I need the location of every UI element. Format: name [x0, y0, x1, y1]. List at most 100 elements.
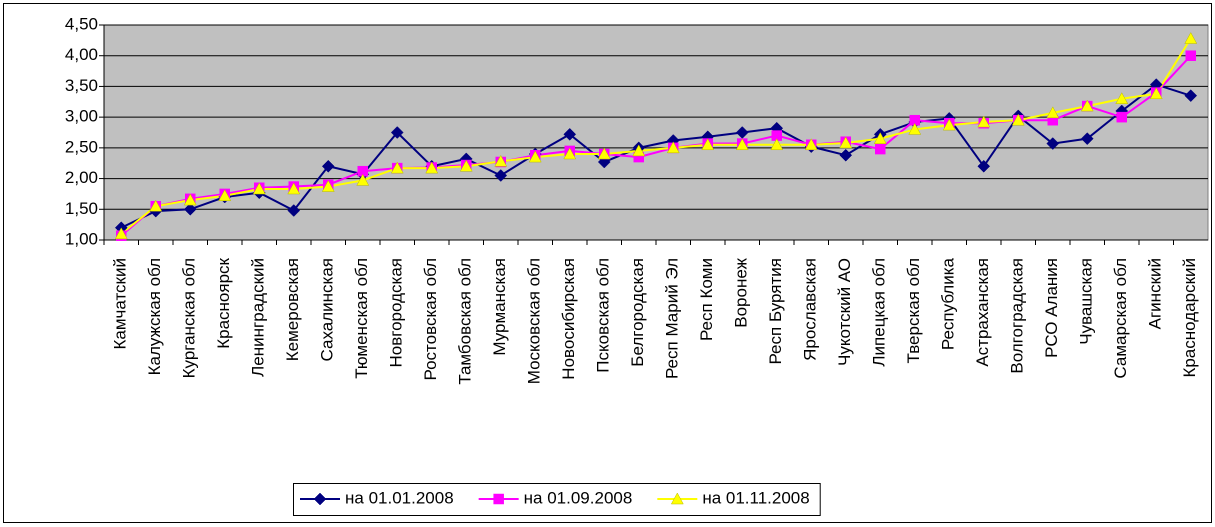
- x-tick-label: Камчатский: [111, 258, 130, 350]
- legend: на 01.01.2008 на 01.09.2008 на 01.11.2008: [293, 483, 821, 516]
- x-tick-label: Белгородская: [628, 258, 647, 367]
- x-tick-label: Республика: [939, 257, 958, 350]
- legend-label: на 01.11.2008: [702, 488, 809, 507]
- marker: [632, 144, 646, 157]
- marker: [252, 182, 266, 195]
- x-tick-label: Тамбовская обл: [456, 258, 475, 385]
- marker: [528, 150, 542, 163]
- x-tick-label: Мурманская: [490, 258, 509, 356]
- marker: [563, 147, 577, 160]
- x-tick-label: Воронеж: [732, 257, 751, 327]
- x-tick-label: Ярославская: [801, 258, 820, 361]
- x-tick-label: Кемеровская: [283, 258, 302, 361]
- marker: [493, 493, 504, 505]
- y-tick-label: 2,50: [65, 137, 98, 156]
- marker: [1184, 89, 1198, 102]
- marker: [770, 138, 784, 151]
- marker: [670, 492, 684, 505]
- marker: [1080, 99, 1094, 112]
- x-tick-label: Псковская обл: [594, 258, 613, 373]
- x-tick-label: Респ Бурятия: [766, 258, 785, 365]
- marker: [425, 161, 439, 174]
- marker: [1185, 50, 1196, 61]
- marker: [563, 127, 577, 141]
- y-tick-label: 2,00: [65, 168, 98, 187]
- marker: [149, 199, 163, 212]
- x-tick-label: Красноярск: [214, 257, 233, 348]
- marker: [390, 126, 404, 139]
- x-tick-label: Респ Марий Эл: [663, 258, 682, 379]
- legend-box: [293, 483, 821, 516]
- x-tick-label: Волгоградская: [1008, 258, 1027, 374]
- y-tick-label: 3,50: [65, 76, 98, 95]
- legend-entry: на 01.11.2008: [657, 488, 810, 507]
- marker: [839, 136, 853, 149]
- marker: [735, 138, 749, 151]
- marker: [1046, 137, 1060, 150]
- y-tick-label: 3,00: [65, 107, 98, 126]
- x-tick-label: Ленинградский: [249, 258, 268, 377]
- marker: [666, 141, 680, 154]
- x-tick-label: Новгородская: [387, 258, 406, 367]
- marker: [977, 115, 991, 128]
- x-tick-label: Тюменская обл: [352, 258, 371, 379]
- x-tick-label: Московская обл: [525, 258, 544, 384]
- marker: [183, 202, 197, 216]
- x-tick-label: Курганская обл: [180, 258, 199, 378]
- x-tick-label: Тверская обл: [904, 258, 923, 363]
- y-tick-label: 1,00: [65, 229, 98, 248]
- legend-label: на 01.01.2008: [345, 488, 454, 507]
- marker: [597, 147, 611, 160]
- marker: [494, 154, 508, 167]
- marker: [287, 204, 301, 217]
- marker: [875, 143, 886, 155]
- marker: [390, 161, 404, 174]
- marker: [494, 169, 508, 182]
- marker: [313, 492, 327, 506]
- marker: [701, 138, 715, 151]
- marker: [321, 159, 335, 173]
- x-tick-label: Респ Коми: [697, 258, 716, 341]
- marker: [1184, 31, 1198, 44]
- x-tick-label: Краснодарский: [1180, 258, 1199, 378]
- marker: [183, 193, 197, 206]
- marker: [356, 173, 370, 186]
- marker: [1116, 111, 1127, 123]
- x-tick-label: Астраханская: [973, 258, 992, 367]
- marker: [873, 132, 887, 144]
- marker: [459, 159, 473, 172]
- marker: [321, 180, 335, 192]
- y-tick-label: 4,00: [65, 45, 98, 64]
- marker: [908, 122, 922, 135]
- plot-area: [103, 24, 1209, 241]
- marker: [1115, 92, 1129, 104]
- marker: [1046, 106, 1060, 119]
- marker: [1011, 113, 1025, 126]
- marker: [942, 118, 956, 131]
- x-tick-label: Новосибирская: [559, 258, 578, 380]
- x-tick-label: Липецкая обл: [870, 258, 889, 367]
- x-tick-label: Агинский: [1146, 258, 1165, 329]
- marker: [114, 227, 128, 240]
- series-line: [120, 37, 1192, 235]
- marker: [287, 182, 301, 195]
- marker: [804, 138, 818, 151]
- marker: [977, 159, 991, 173]
- legend-entry: на 01.09.2008: [478, 488, 633, 507]
- marker: [1149, 87, 1163, 100]
- x-tick-label: Чукотский АО: [835, 258, 854, 366]
- marker: [839, 148, 853, 162]
- x-tick-label: Сахалинская: [318, 258, 337, 361]
- x-tick-label: Самарская обл: [1111, 258, 1130, 379]
- y-tick-label: 4,50: [65, 14, 98, 33]
- x-tick-label: Чувашская: [1077, 258, 1096, 345]
- x-tick-label: РСО Алания: [1042, 258, 1061, 358]
- marker: [218, 189, 232, 202]
- legend-entry: на 01.01.2008: [300, 488, 454, 507]
- marker: [1080, 132, 1094, 145]
- y-tick-label: 1,50: [65, 199, 98, 218]
- x-tick-label: Ростовская обл: [421, 258, 440, 380]
- legend-label: на 01.09.2008: [524, 488, 633, 507]
- x-tick-label: Калужская обл: [145, 258, 164, 375]
